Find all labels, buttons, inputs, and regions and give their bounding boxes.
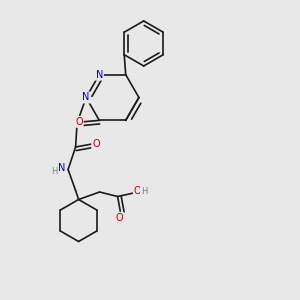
Text: N: N — [58, 163, 65, 173]
Text: O: O — [134, 186, 142, 197]
Text: N: N — [82, 92, 90, 103]
Text: O: O — [92, 139, 100, 149]
Text: H: H — [141, 187, 147, 196]
Text: O: O — [116, 213, 124, 223]
Text: N: N — [96, 70, 103, 80]
Text: H: H — [51, 167, 58, 176]
Text: O: O — [75, 117, 83, 127]
